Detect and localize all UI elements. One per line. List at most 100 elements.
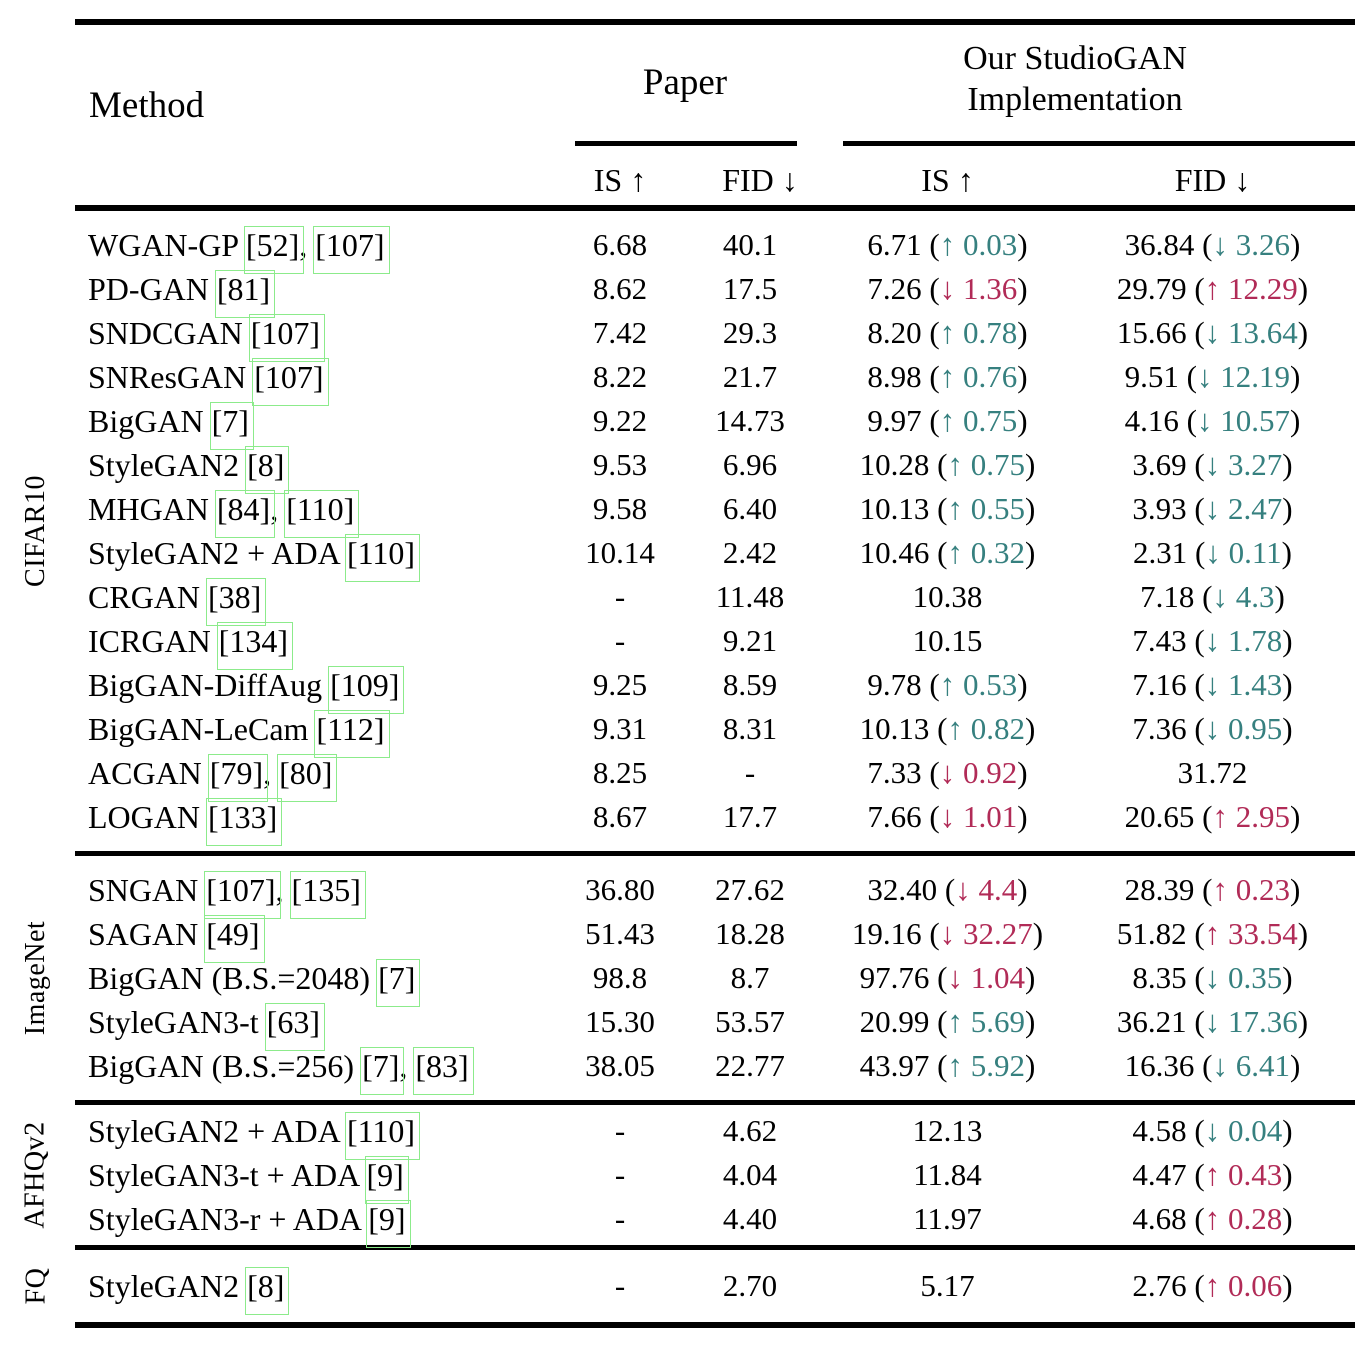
row-group-label-text: CIFAR10: [20, 475, 52, 587]
delta-open-paren: (: [1202, 227, 1213, 262]
citation-link[interactable]: [7]: [209, 402, 255, 450]
row-group-label: AFHQv2: [0, 1105, 72, 1245]
table-row: SAGAN [49] 51.43 18.28 19.16 (↓ 32.27) 51.82…: [75, 912, 1355, 963]
section-divider-rule: [75, 851, 1355, 856]
delta-open-paren: (: [1194, 623, 1205, 658]
studiogan-fid-cell: 16.36 (↓ 6.41): [1070, 1044, 1355, 1088]
citation-link[interactable]: [133]: [205, 798, 283, 846]
citation-link[interactable]: [63]: [264, 1003, 326, 1051]
citation-link[interactable]: [8]: [245, 446, 290, 494]
row-group-label: ImageNet: [0, 856, 72, 1100]
top-rule: [75, 19, 1355, 25]
delta-regression: ↓ 4.4: [955, 872, 1018, 907]
delta-open-paren: (: [1194, 667, 1205, 702]
studiogan-is-header: IS ↑: [921, 162, 974, 198]
metric-value: 10.13: [859, 491, 930, 526]
metric-value: 4.58: [1132, 1113, 1187, 1148]
citation-link[interactable]: [49]: [204, 915, 265, 963]
studiogan-is-cell: 7.66 (↓ 1.01): [825, 795, 1070, 839]
delta-regression: ↑ 0.43: [1204, 1157, 1283, 1192]
studiogan-header-line1: Our StudioGAN: [963, 40, 1187, 77]
paper-is-cell: -: [614, 579, 626, 614]
citation-link[interactable]: [107]: [252, 358, 329, 406]
citation-link[interactable]: [109]: [328, 666, 405, 714]
metric-value: 7.26: [867, 271, 922, 306]
method-name: StyleGAN2 + ADA: [88, 535, 339, 571]
citation-link[interactable]: [38]: [206, 578, 267, 626]
studiogan-is-cell: 6.71 (↑ 0.03): [825, 223, 1070, 267]
studiogan-fid-cell: 7.36 (↓ 0.95): [1070, 707, 1355, 751]
citation-link[interactable]: [134]: [216, 622, 294, 670]
metric-value: 4.47: [1132, 1157, 1187, 1192]
metric-value: 7.43: [1132, 623, 1187, 658]
studiogan-fid-cell: 15.66 (↓ 13.64): [1070, 311, 1355, 355]
delta-close-paren: ): [1297, 916, 1309, 951]
paper-fid-cell: 21.7: [722, 359, 778, 394]
citation-link[interactable]: [8]: [245, 1267, 290, 1315]
metric-value: 9.97: [867, 403, 922, 438]
metric-value: 8.35: [1132, 960, 1187, 995]
citation-link[interactable]: [112]: [314, 710, 390, 758]
delta-open-paren: (: [929, 667, 940, 702]
paper-group-rule: [575, 141, 797, 146]
studiogan-column-group-header: Our StudioGAN Implementation: [820, 38, 1330, 120]
delta-close-paren: ): [1025, 491, 1036, 526]
delta-improvement: ↓ 1.43: [1204, 667, 1283, 702]
delta-close-paren: ): [1017, 359, 1028, 394]
citation-link[interactable]: [107]: [313, 226, 390, 274]
method-name: ICRGAN: [88, 623, 211, 659]
delta-close-paren: ): [1017, 667, 1028, 702]
citation-link[interactable]: [7]: [360, 1047, 405, 1095]
method-name: SNResGAN: [88, 359, 247, 395]
citation-link[interactable]: [110]: [344, 1112, 421, 1160]
paper-is-cell: -: [614, 1157, 626, 1192]
paper-is-cell: -: [614, 623, 626, 658]
citation-link[interactable]: [107]: [204, 871, 281, 919]
paper-fid-cell: 11.48: [715, 579, 785, 614]
delta-close-paren: ): [1025, 447, 1036, 482]
metric-value: 10.38: [912, 579, 983, 614]
citation-link[interactable]: [107]: [248, 314, 326, 362]
studiogan-is-cell: 10.38: [825, 575, 1070, 619]
delta-regression: ↑ 0.23: [1212, 872, 1291, 907]
citation-link[interactable]: [9]: [364, 1156, 410, 1204]
metric-value: 2.31: [1132, 535, 1188, 570]
delta-improvement: ↓ 2.47: [1204, 491, 1283, 526]
citation-link[interactable]: [9]: [366, 1200, 411, 1248]
row-group-afhqv2: AFHQv2 StyleGAN2 + ADA [110] - 4.62 12.13 4.5…: [20, 1105, 1355, 1248]
delta-open-paren: (: [1194, 315, 1205, 350]
delta-regression: ↑ 0.06: [1204, 1268, 1283, 1303]
studiogan-fid-cell: 9.51 (↓ 12.19): [1070, 355, 1355, 399]
citation-link[interactable]: [135]: [289, 871, 367, 919]
citation-link[interactable]: [80]: [277, 754, 338, 802]
row-group-imagenet: ImageNet SNGAN [107], [135] 36.80 27.62 32.4…: [20, 856, 1355, 1100]
citation-link[interactable]: [79]: [207, 754, 269, 802]
metric-value: 7.36: [1132, 711, 1187, 746]
delta-close-paren: ): [1017, 315, 1028, 350]
studiogan-is-cell: 20.99 (↑ 5.69): [825, 1000, 1070, 1044]
studiogan-fid-cell: 2.31 (↓ 0.11): [1070, 531, 1355, 575]
method-cell: StyleGAN2 + ADA [110]: [75, 1109, 565, 1160]
studiogan-header-line2: Implementation: [967, 81, 1183, 118]
citation-link[interactable]: [7]: [376, 959, 421, 1007]
delta-open-paren: (: [929, 403, 940, 438]
citation-link[interactable]: [52]: [243, 226, 305, 274]
citation-link[interactable]: [110]: [344, 534, 421, 582]
citation-link[interactable]: [110]: [284, 490, 360, 538]
delta-regression: ↑ 2.95: [1212, 799, 1291, 834]
delta-close-paren: ): [1282, 667, 1293, 702]
delta-open-paren: (: [1202, 872, 1213, 907]
studiogan-fid-cell: 36.84 (↓ 3.26): [1070, 223, 1355, 267]
metric-value: 7.66: [867, 799, 922, 834]
citation-link[interactable]: [83]: [413, 1047, 475, 1095]
citation-link[interactable]: [81]: [214, 270, 276, 318]
method-name: CRGAN: [88, 579, 201, 615]
metric-value: 97.76: [859, 960, 930, 995]
paper-is-cell: 9.53: [592, 447, 648, 482]
studiogan-fid-cell: 31.72: [1070, 751, 1355, 795]
citation-link[interactable]: [84]: [214, 490, 276, 538]
table-row: LOGAN [133] 8.67 17.7 7.66 (↓ 1.01) 20.65 (↑…: [75, 795, 1355, 846]
metric-value: 36.84: [1124, 227, 1195, 262]
paper-fid-cell: 8.59: [722, 667, 778, 702]
